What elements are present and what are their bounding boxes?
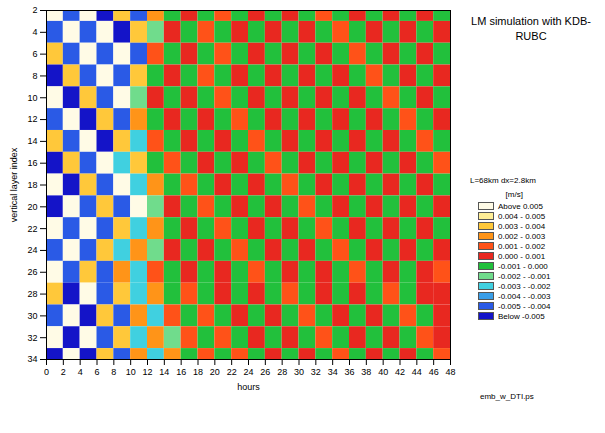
- svg-text:12: 12: [142, 367, 152, 377]
- svg-text:32: 32: [311, 367, 321, 377]
- svg-text:32: 32: [27, 333, 37, 343]
- html-text:Below -0.005: Below -0.005: [498, 311, 545, 321]
- svg-text:40: 40: [378, 367, 388, 377]
- svg-text:18: 18: [27, 180, 37, 190]
- svg-text:4: 4: [78, 367, 83, 377]
- svg-text:38: 38: [361, 367, 371, 377]
- svg-text:14: 14: [159, 367, 169, 377]
- html-text:LM simulation with KDB-RUBC: LM simulation with KDB-RUBC: [471, 15, 591, 42]
- svg-text:26: 26: [260, 367, 270, 377]
- html-text:0.002 - 0.003: 0.002 - 0.003: [498, 231, 546, 241]
- svg-text:6: 6: [32, 49, 37, 59]
- svg-text:vertical layer index: vertical layer index: [9, 147, 19, 222]
- svg-text:20: 20: [27, 202, 37, 212]
- html-text:-0.002 - -0.001: -0.002 - -0.001: [498, 271, 551, 281]
- svg-text:0: 0: [44, 367, 49, 377]
- svg-text:14: 14: [27, 136, 37, 146]
- svg-text:8: 8: [32, 71, 37, 81]
- svg-text:34: 34: [27, 354, 37, 364]
- html-text:0.004 - 0.005: 0.004 - 0.005: [498, 211, 546, 221]
- svg-text:48: 48: [445, 367, 455, 377]
- svg-text:22: 22: [227, 367, 237, 377]
- svg-text:30: 30: [27, 311, 37, 321]
- svg-text:28: 28: [277, 367, 287, 377]
- svg-text:22: 22: [27, 224, 37, 234]
- svg-text:44: 44: [412, 367, 422, 377]
- html-text:0.001 - 0.002: 0.001 - 0.002: [498, 241, 546, 251]
- svg-text:36: 36: [344, 367, 354, 377]
- svg-text:10: 10: [27, 93, 37, 103]
- svg-text:26: 26: [27, 267, 37, 277]
- html-text:0.000 - 0.001: 0.000 - 0.001: [498, 251, 546, 261]
- svg-text:30: 30: [294, 367, 304, 377]
- html-text:L=68km dx=2.8km: L=68km dx=2.8km: [470, 176, 536, 185]
- svg-text:2: 2: [61, 367, 66, 377]
- svg-text:8: 8: [111, 367, 116, 377]
- svg-text:18: 18: [193, 367, 203, 377]
- html-text:emb_w_DTI.ps: emb_w_DTI.ps: [480, 392, 534, 401]
- svg-text:20: 20: [210, 367, 220, 377]
- html-text:-0.005 - -0.004: -0.005 - -0.004: [498, 301, 551, 311]
- svg-text:16: 16: [176, 367, 186, 377]
- svg-text:28: 28: [27, 289, 37, 299]
- html-text:-0.001 - 0.000: -0.001 - 0.000: [498, 261, 548, 271]
- svg-text:34: 34: [328, 367, 338, 377]
- html-text:-0.003 - -0.002: -0.003 - -0.002: [498, 281, 551, 291]
- svg-text:hours: hours: [237, 382, 260, 392]
- svg-text:16: 16: [27, 158, 37, 168]
- html-text:[m/s]: [m/s]: [505, 190, 523, 199]
- svg-text:4: 4: [32, 27, 37, 37]
- svg-text:24: 24: [243, 367, 253, 377]
- svg-text:12: 12: [27, 114, 37, 124]
- svg-text:10: 10: [126, 367, 136, 377]
- svg-text:6: 6: [94, 367, 99, 377]
- svg-text:42: 42: [395, 367, 405, 377]
- svg-text:46: 46: [429, 367, 439, 377]
- svg-text:2: 2: [32, 5, 37, 15]
- html-text:0.003 - 0.004: 0.003 - 0.004: [498, 221, 546, 231]
- html-text:-0.004 - -0.003: -0.004 - -0.003: [498, 291, 551, 301]
- html-text:Above 0.005: Above 0.005: [498, 201, 543, 211]
- svg-text:24: 24: [27, 245, 37, 255]
